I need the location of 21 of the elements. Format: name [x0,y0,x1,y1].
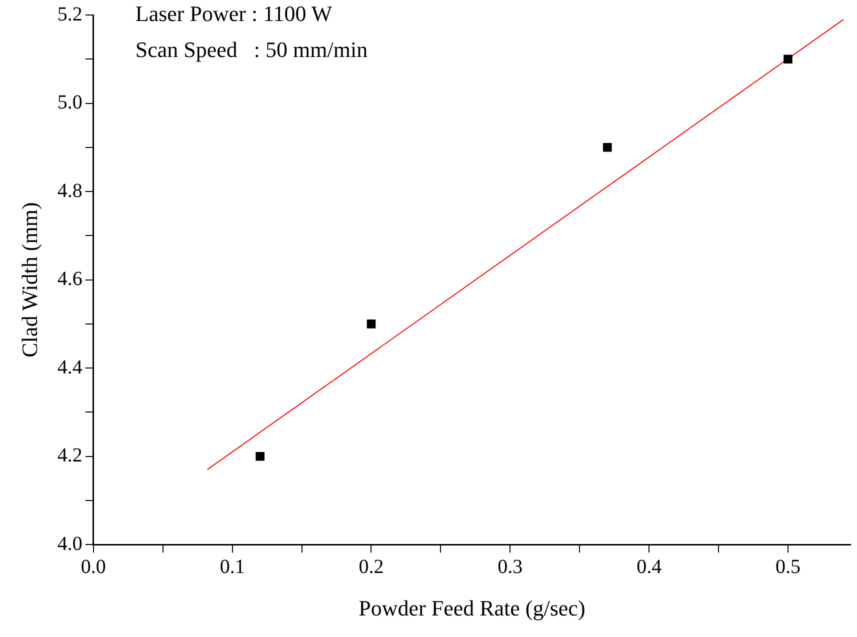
y-tick-label: 4.4 [57,356,82,378]
y-tick-label: 4.6 [57,268,82,290]
annotation: Scan Speed : 50 mm/min [135,36,368,62]
point [603,143,612,152]
y-axis-title: Clad Width (mm) [16,202,42,358]
y-tick-label: 5.2 [57,3,82,26]
y-tick-label: 4.2 [57,444,82,467]
y-tick-label: 5.0 [57,92,82,114]
x-tick-label: 0.5 [775,556,800,578]
y-tick-label: 4.8 [57,180,82,202]
point [366,320,376,328]
x-tick-label: 0.3 [498,556,523,578]
point [256,452,264,461]
annotation: Laser Power : 1100 W [135,0,332,26]
x-tick-label: 0.1 [220,556,245,578]
x-tick-label: 0.4 [636,556,662,578]
y-tick-label: 4.0 [57,532,82,555]
point [784,54,792,64]
x-axis-title: Powder Feed Rate (g/sec) [358,596,586,621]
x-tick-label: 0.2 [358,556,384,578]
x-tick-label: 0.0 [80,556,106,578]
